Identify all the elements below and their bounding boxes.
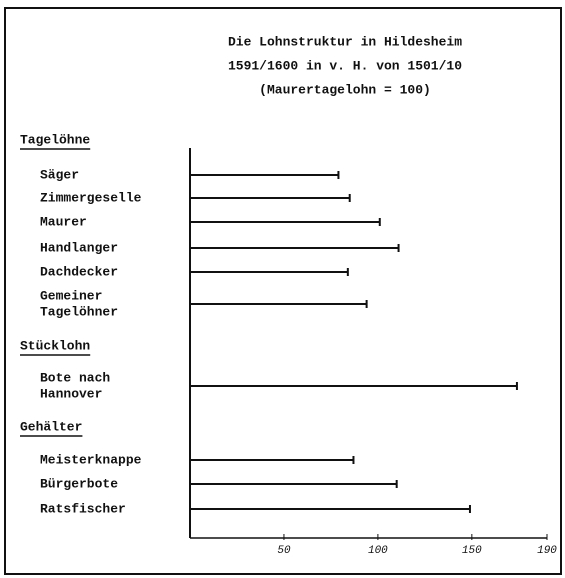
chart-title: 1591/1600 in v. H. von 1501/10 — [228, 58, 462, 73]
category-label: Dachdecker — [40, 264, 118, 279]
group-label: Tagelöhne — [20, 132, 90, 147]
x-tick-label: 100 — [368, 545, 388, 557]
category-label: Zimmergeselle — [40, 190, 142, 205]
frame — [4, 7, 562, 575]
group-label: Stücklohn — [20, 338, 90, 353]
x-tick-label: 190 — [537, 545, 557, 557]
category-label: Handlanger — [40, 240, 118, 255]
x-tick-label: 50 — [277, 545, 291, 557]
category-label: Gemeiner — [40, 288, 102, 303]
category-label: Ratsfischer — [40, 501, 126, 516]
category-label: Säger — [40, 167, 79, 182]
category-label: Hannover — [40, 386, 102, 401]
category-label: Meisterknappe — [40, 452, 142, 467]
category-label: Tagelöhner — [40, 304, 118, 319]
category-label: Maurer — [40, 214, 87, 229]
chart-title: (Maurertagelohn = 100) — [259, 82, 431, 97]
category-label: Bürgerbote — [40, 476, 118, 491]
x-tick-label: 150 — [462, 545, 482, 557]
category-label: Bote nach — [40, 370, 110, 385]
chart-title: Die Lohnstruktur in Hildesheim — [228, 34, 462, 49]
group-label: Gehälter — [20, 419, 82, 434]
